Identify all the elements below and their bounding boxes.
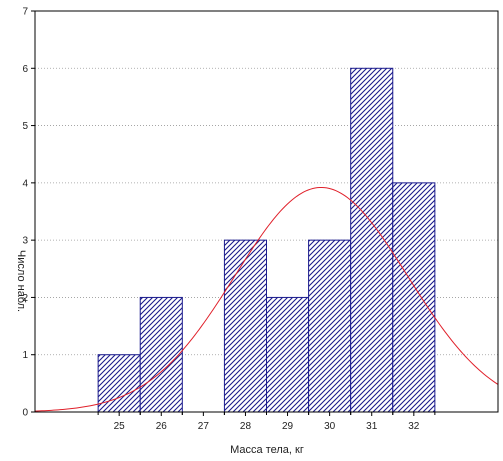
- x-tick-label: 28: [240, 421, 252, 432]
- x-tick-label: 26: [156, 421, 168, 432]
- axes: [31, 10, 499, 416]
- y-tick-label: 0: [22, 408, 28, 419]
- y-tick-label: 2: [22, 293, 28, 304]
- histogram-bar: [97, 354, 141, 413]
- x-tick-label: 25: [114, 421, 126, 432]
- x-axis-title: Масса тела, кг: [230, 444, 304, 456]
- bars: [97, 67, 436, 413]
- x-tick-label: 27: [198, 421, 210, 432]
- y-tick-label: 5: [22, 121, 28, 132]
- x-tick-label: 31: [366, 421, 378, 432]
- histogram-bar: [350, 67, 394, 413]
- normal-fit-curve: [34, 186, 499, 412]
- x-tick-label: 30: [324, 421, 336, 432]
- x-tick-labels: 25 26 27 28 29 30 31 32: [114, 421, 420, 432]
- y-tick-label: 1: [22, 350, 28, 361]
- histogram-bar: [392, 182, 436, 413]
- histogram-bar: [266, 296, 310, 413]
- y-tick-label: 3: [22, 236, 28, 247]
- fit-curve-layer: [34, 186, 499, 412]
- x-tick-label: 32: [408, 421, 420, 432]
- histogram-bar: [223, 239, 267, 413]
- histogram-bar: [308, 239, 352, 413]
- y-tick-label: 7: [22, 7, 28, 18]
- y-tick-label: 6: [22, 64, 28, 75]
- y-tick-label: 4: [22, 178, 28, 189]
- x-tick-label: 29: [282, 421, 294, 432]
- y-axis-title: Число набл.: [15, 250, 27, 312]
- histogram-bar: [139, 296, 183, 413]
- y-tick-labels: 0 1 2 3 4 5 6 7: [22, 7, 28, 419]
